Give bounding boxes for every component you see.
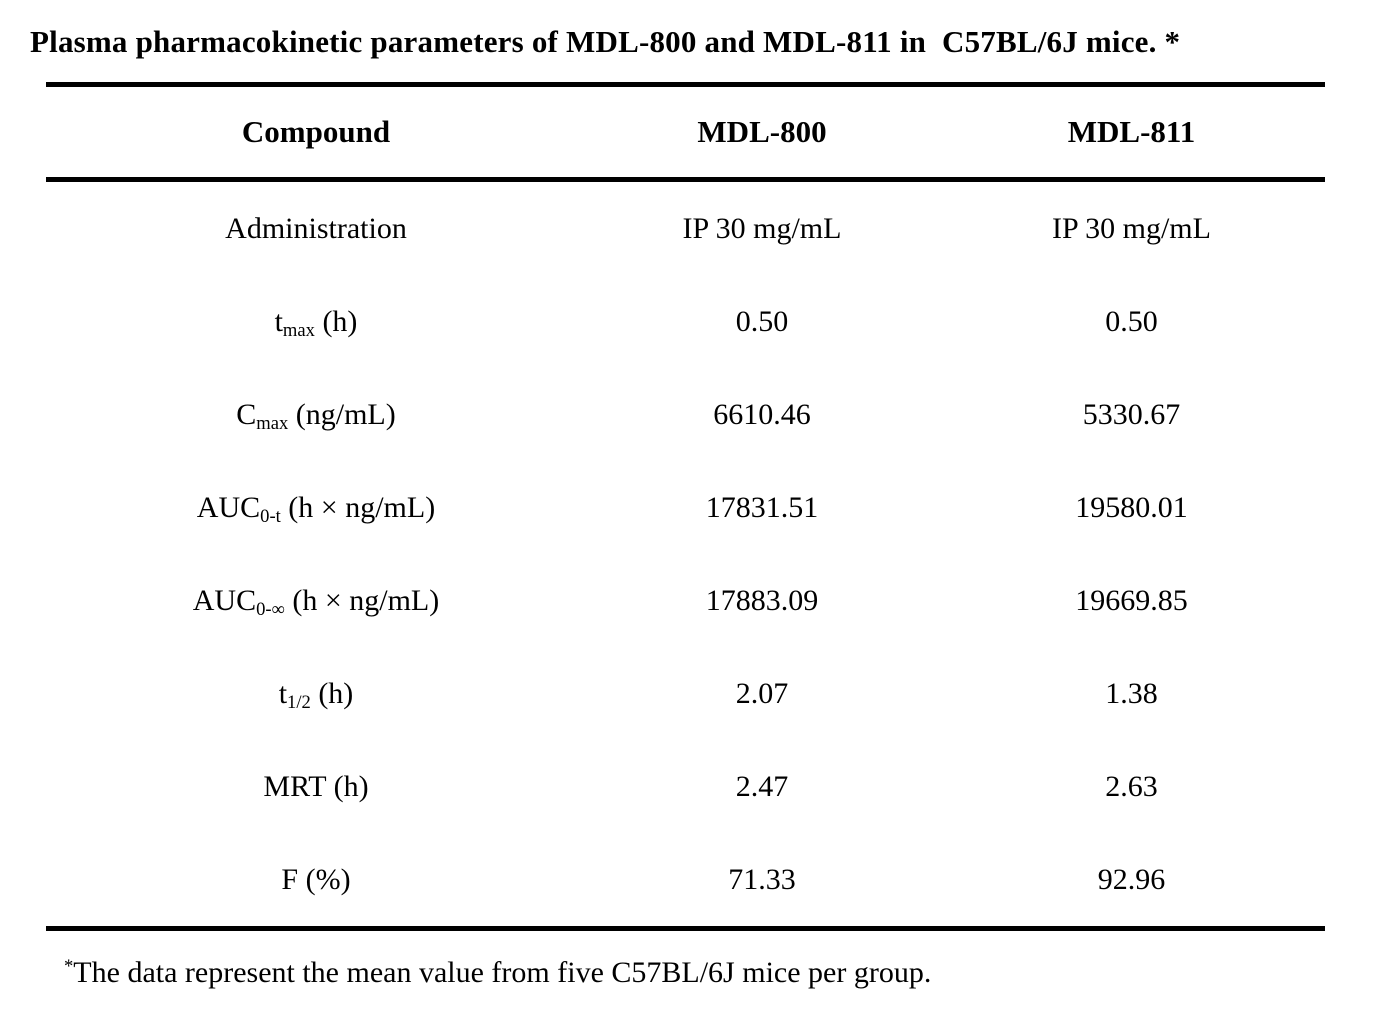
row-label-text: F (%): [281, 862, 351, 896]
pk-parameters-table: Compound MDL-800 MDL-811 Administration …: [46, 82, 1325, 931]
row-label-subscript: 0-∞: [256, 598, 285, 620]
row-label-text: Administration: [225, 211, 407, 245]
row-label-unit: (ng/mL): [288, 397, 396, 431]
cell-mdl811: 2.63: [1105, 769, 1158, 803]
table-row-f: F (%) 71.33 92.96: [46, 833, 1325, 926]
row-label-text: MRT (h): [263, 769, 369, 803]
row-label: AUC0-∞ (h × ng/mL): [46, 583, 586, 620]
table-footnote: *The data represent the mean value from …: [64, 956, 931, 990]
table-row-auc0inf: AUC0-∞ (h × ng/mL) 17883.09 19669.85: [46, 554, 1325, 647]
cell-mdl800: 2.47: [735, 769, 789, 803]
row-label-unit: (h): [310, 676, 354, 710]
cell-mdl811: 0.50: [1105, 304, 1158, 338]
cell-mdl811: 1.38: [1105, 676, 1158, 710]
row-label-text: C: [236, 397, 257, 431]
cell-mdl800: 71.33: [728, 862, 796, 896]
cell-mdl800: 17831.51: [705, 490, 819, 524]
table-row-administration: Administration IP 30 mg/mL IP 30 mg/mL: [46, 182, 1325, 275]
row-label-text: t: [278, 676, 288, 710]
header-compound: Compound: [241, 114, 391, 149]
row-label-text: AUC: [196, 490, 261, 524]
row-label: F (%): [46, 863, 586, 897]
table-row-mrt: MRT (h) 2.47 2.63: [46, 740, 1325, 833]
table-header-row: Compound MDL-800 MDL-811: [46, 87, 1325, 177]
row-label-text: AUC: [192, 583, 257, 617]
cell-mdl811: 92.96: [1097, 862, 1166, 896]
cell-mdl800: 2.07: [735, 676, 789, 710]
footnote-text: The data represent the mean value from f…: [73, 956, 932, 989]
cell-mdl811: IP 30 mg/mL: [1052, 211, 1211, 245]
table-row-cmax: Cmax (ng/mL) 6610.46 5330.67: [46, 368, 1325, 461]
row-label-unit: (h): [314, 304, 358, 338]
row-label: MRT (h): [46, 770, 586, 804]
row-label-subscript: 1/2: [287, 691, 311, 713]
row-label-subscript: max: [282, 319, 315, 341]
row-label: Administration: [46, 212, 586, 246]
row-label-unit: (h × ng/mL): [284, 583, 440, 617]
row-label: AUC0-t (h × ng/mL): [46, 490, 586, 527]
table-row-auc0t: AUC0-t (h × ng/mL) 17831.51 19580.01: [46, 461, 1325, 554]
footnote-asterisk: *: [64, 955, 74, 977]
table-row-tmax: tmax (h) 0.50 0.50: [46, 275, 1325, 368]
table-rule-header: [46, 177, 1325, 182]
header-mdl800: MDL-800: [697, 114, 827, 149]
table-rule-top: [46, 82, 1325, 87]
cell-mdl800: 17883.09: [705, 583, 819, 617]
cell-mdl800: IP 30 mg/mL: [682, 211, 842, 245]
row-label: t1/2 (h): [46, 676, 586, 713]
table-rule-bottom: [46, 926, 1325, 931]
row-label: tmax (h): [46, 304, 586, 341]
row-label-subscript: max: [256, 412, 289, 434]
row-label-subscript: 0-t: [260, 505, 281, 527]
table-row-thalf: t1/2 (h) 2.07 1.38: [46, 647, 1325, 740]
row-label-unit: (h × ng/mL): [280, 490, 436, 524]
cell-mdl800: 6610.46: [713, 397, 811, 431]
table-title: Plasma pharmacokinetic parameters of MDL…: [30, 24, 1181, 59]
cell-mdl811: 19669.85: [1075, 583, 1188, 617]
cell-mdl811: 19580.01: [1075, 490, 1188, 524]
header-mdl811: MDL-811: [1067, 114, 1196, 149]
cell-mdl811: 5330.67: [1082, 397, 1181, 431]
row-label-text: t: [274, 304, 283, 338]
row-label: Cmax (ng/mL): [46, 397, 586, 434]
cell-mdl800: 0.50: [735, 304, 789, 338]
